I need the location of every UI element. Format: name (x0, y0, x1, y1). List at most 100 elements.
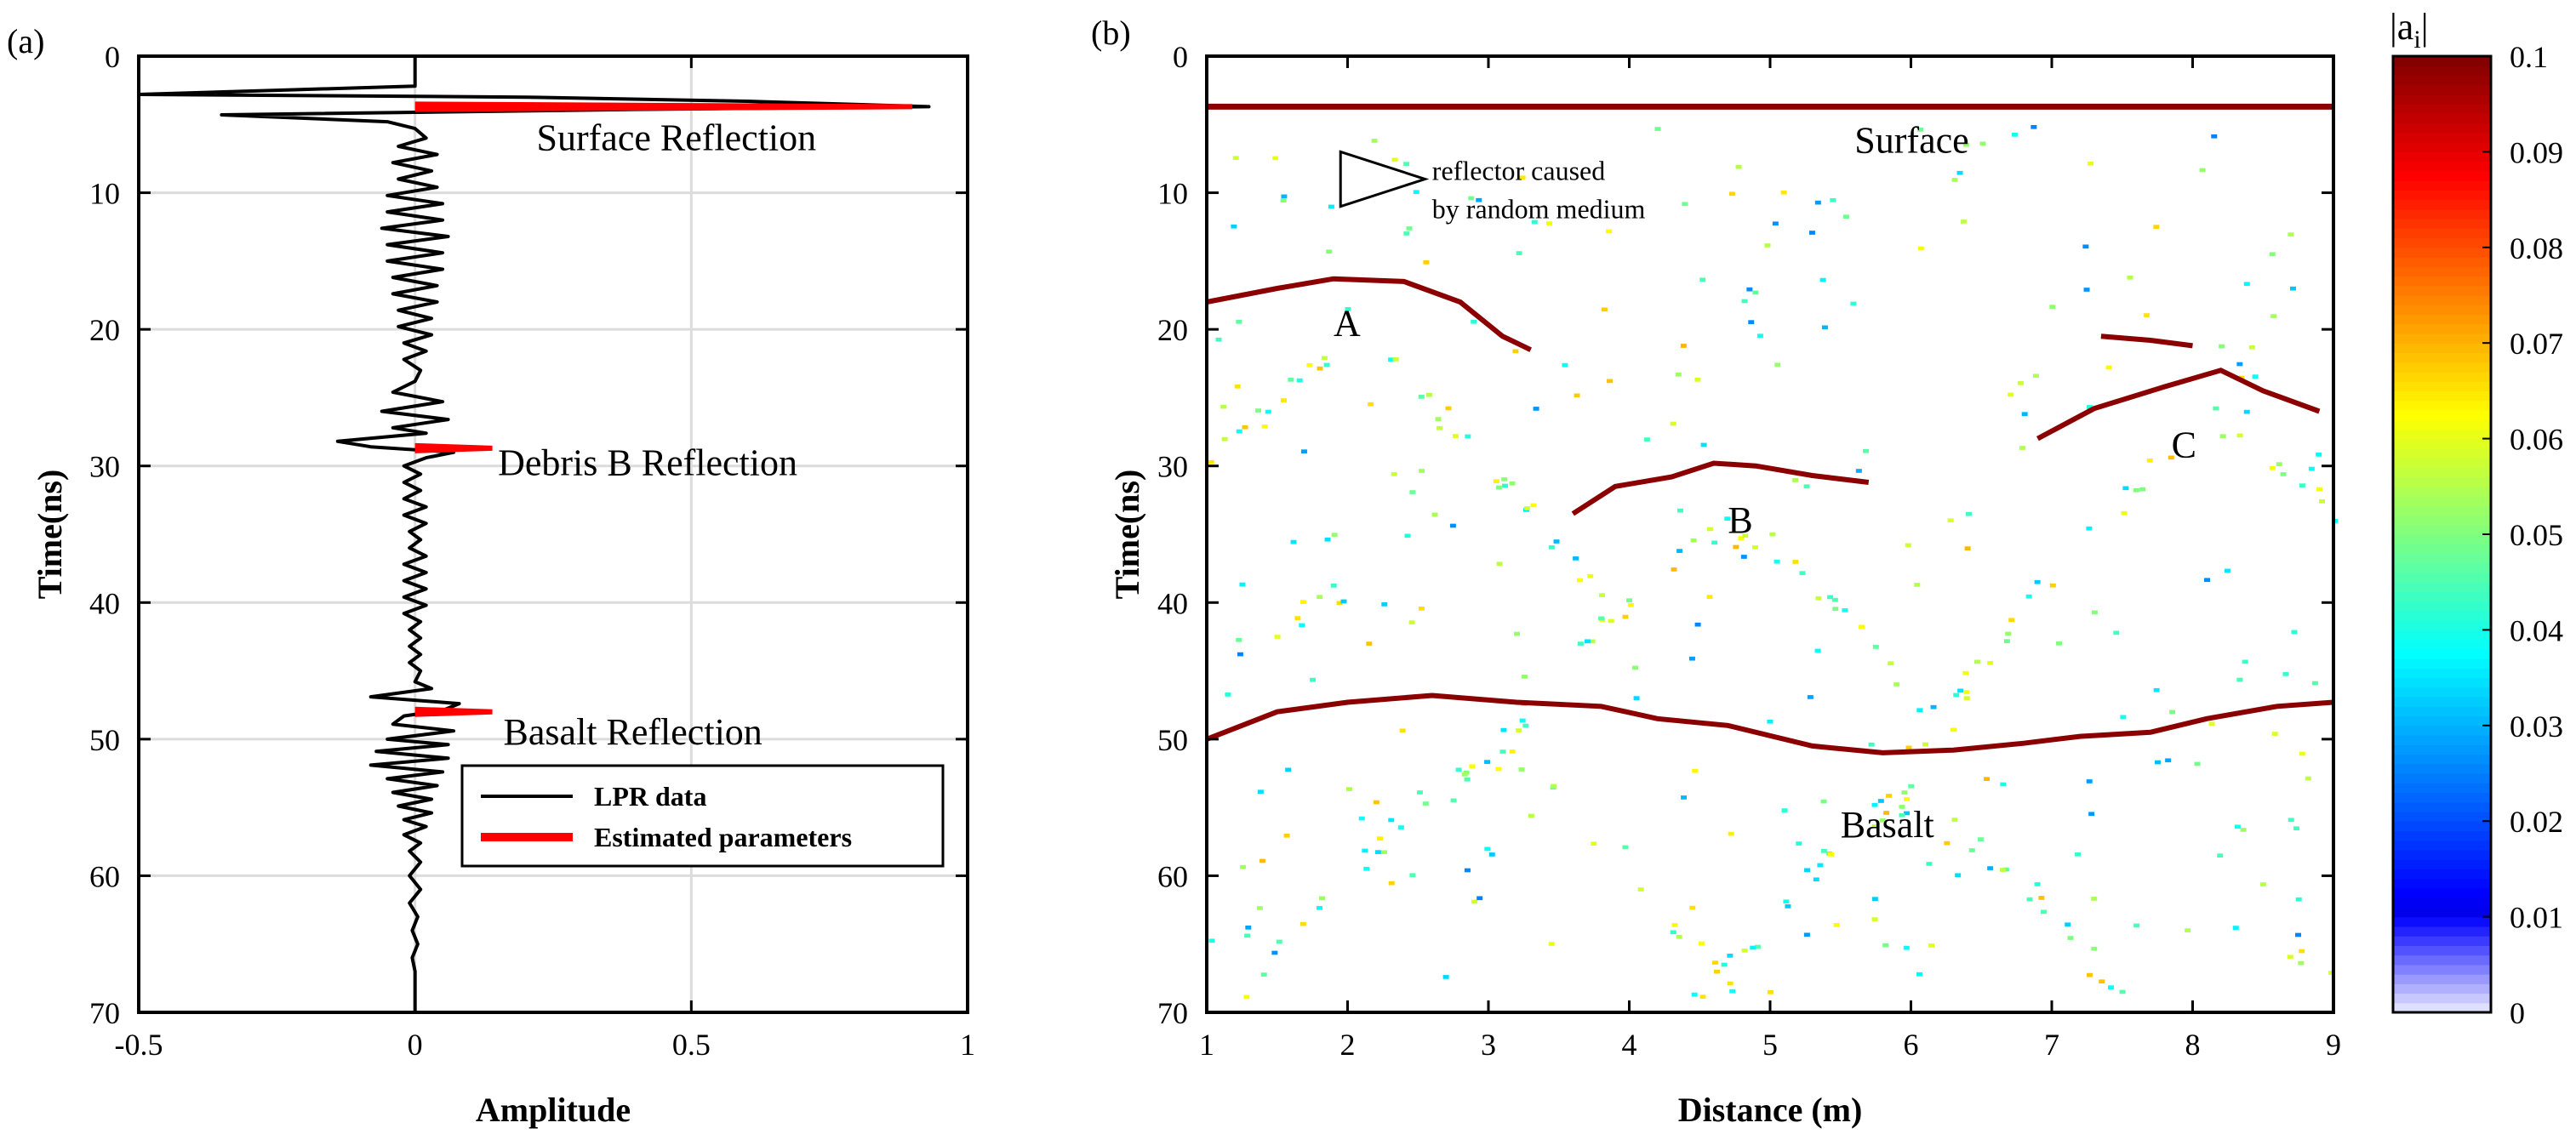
coefficient-cell (1799, 571, 1806, 575)
coefficient-cell (1598, 616, 1605, 621)
x-tick-label: 7 (2044, 1028, 2059, 1062)
coefficient-cell (1729, 989, 1736, 994)
legend-label: Estimated parameters (594, 822, 852, 852)
x-tick-label: 3 (1481, 1028, 1496, 1062)
colorbar-band (2393, 343, 2491, 354)
coefficient-cell (1215, 337, 1222, 342)
colorbar-band (2393, 66, 2491, 77)
coefficient-cell (1979, 141, 1986, 146)
coefficient-cell (1306, 362, 1313, 368)
colorbar-band (2393, 113, 2491, 124)
colorbar-band (2393, 458, 2491, 468)
coefficient-cell (1741, 299, 1748, 304)
coefficient-cell (2025, 594, 2032, 599)
coefficient-cell (1814, 648, 1821, 653)
coefficient-cell (1769, 532, 1776, 537)
coefficient-cell (1831, 597, 1838, 602)
panel-label: (b) (1091, 14, 1131, 52)
coefficient-cell (1283, 833, 1290, 838)
coefficient-cell (1331, 533, 1338, 538)
colorbar-title-subscript: i (2413, 26, 2420, 54)
coefficient-cell (2269, 252, 2276, 257)
coefficient-cell (1820, 799, 1827, 804)
coefficient-cell (2288, 232, 2294, 236)
colorbar-band (2393, 467, 2491, 478)
colorbar-band (2393, 190, 2491, 201)
colorbar-band (2393, 887, 2491, 898)
coefficient-cell (1772, 221, 1779, 226)
coefficient-cell (1509, 749, 1516, 754)
coefficient-cell (2000, 782, 2007, 787)
colorbar-band (2393, 208, 2491, 219)
coefficient-cell (1713, 969, 1720, 974)
coefficient-cell (1626, 598, 1633, 603)
coefficient-cell (1496, 561, 1503, 567)
coefficient-cell (1242, 425, 1248, 430)
coefficient-cell (2143, 313, 2150, 317)
coefficient-cell (1509, 481, 1516, 486)
colorbar-band (2393, 754, 2491, 765)
coefficient-cell (1966, 511, 1972, 516)
coefficient-cell (1220, 404, 1227, 409)
colorbar-band (2393, 639, 2491, 650)
coefficient-cell (1917, 246, 1924, 251)
coefficient-cell (2169, 709, 2176, 715)
coefficient-cell (2208, 721, 2215, 727)
coefficient-cell (1821, 325, 1828, 330)
colorbar-band (2393, 371, 2491, 382)
colorbar-band (2393, 266, 2491, 277)
estimated-parameter-mark (414, 101, 913, 112)
coefficient-cell (1963, 696, 1970, 701)
coefficient-cell (2270, 314, 2277, 318)
coefficient-cell (2269, 465, 2276, 470)
y-tick-label: 20 (89, 313, 120, 347)
colorbar-band (2393, 170, 2491, 181)
coefficient-cell (1968, 848, 1975, 852)
coefficient-cell (1391, 157, 1398, 162)
coefficient-cell (1928, 943, 1935, 948)
colorbar-band (2393, 515, 2491, 526)
colorbar-title-main: |a (2390, 6, 2413, 48)
coefficient-cell (2293, 826, 2299, 831)
x-tick-label: 2 (1340, 1028, 1356, 1062)
coefficient-cell (1409, 873, 1416, 878)
coefficient-cell (1236, 429, 1242, 434)
coefficient-cell (1680, 344, 1687, 348)
colorbar-band (2393, 75, 2491, 86)
colorbar-band (2393, 562, 2491, 573)
coefficient-cell (1643, 437, 1650, 442)
reflector-line (2100, 333, 2193, 349)
coefficient-cell (2091, 610, 2098, 615)
x-tick-label: 0.5 (672, 1028, 711, 1062)
colorbar-band (2393, 219, 2491, 229)
coefficient-cell (2316, 453, 2322, 457)
colorbar-tick-label: 0.1 (2510, 40, 2548, 74)
coefficient-cell (1964, 546, 1971, 551)
coefficient-cell (1237, 652, 1243, 657)
coefficient-cell (2236, 433, 2243, 438)
coefficient-cell (2038, 896, 2045, 900)
y-tick-label: 30 (1157, 450, 1188, 484)
coefficient-cell (1245, 925, 1252, 930)
coefficient-cell (2088, 812, 2095, 817)
coefficient-cell (1830, 197, 1836, 202)
estimated-parameter-mark (414, 442, 493, 453)
coefficient-cell (1741, 948, 1748, 953)
coefficient-cell (1832, 607, 1839, 612)
coefficient-cell (1296, 378, 1303, 383)
coefficient-cell (1904, 811, 1910, 816)
coefficient-cell (1280, 198, 1287, 202)
annotation-label: Basalt (1841, 804, 1934, 846)
coefficient-cell (1259, 858, 1265, 863)
coefficient-cell (1587, 573, 1594, 578)
coefficient-cell (1377, 836, 1384, 841)
coefficient-cell (1608, 618, 1614, 624)
coefficient-cell (1819, 277, 1826, 282)
coefficient-cell (1960, 219, 1967, 224)
colorbar-band (2393, 505, 2491, 516)
coefficient-cell (2034, 882, 2041, 886)
coefficient-cell (1817, 863, 1824, 868)
colorbar-band (2393, 677, 2491, 688)
colorbar-band (2393, 180, 2491, 191)
coefficient-cell (2288, 818, 2294, 823)
